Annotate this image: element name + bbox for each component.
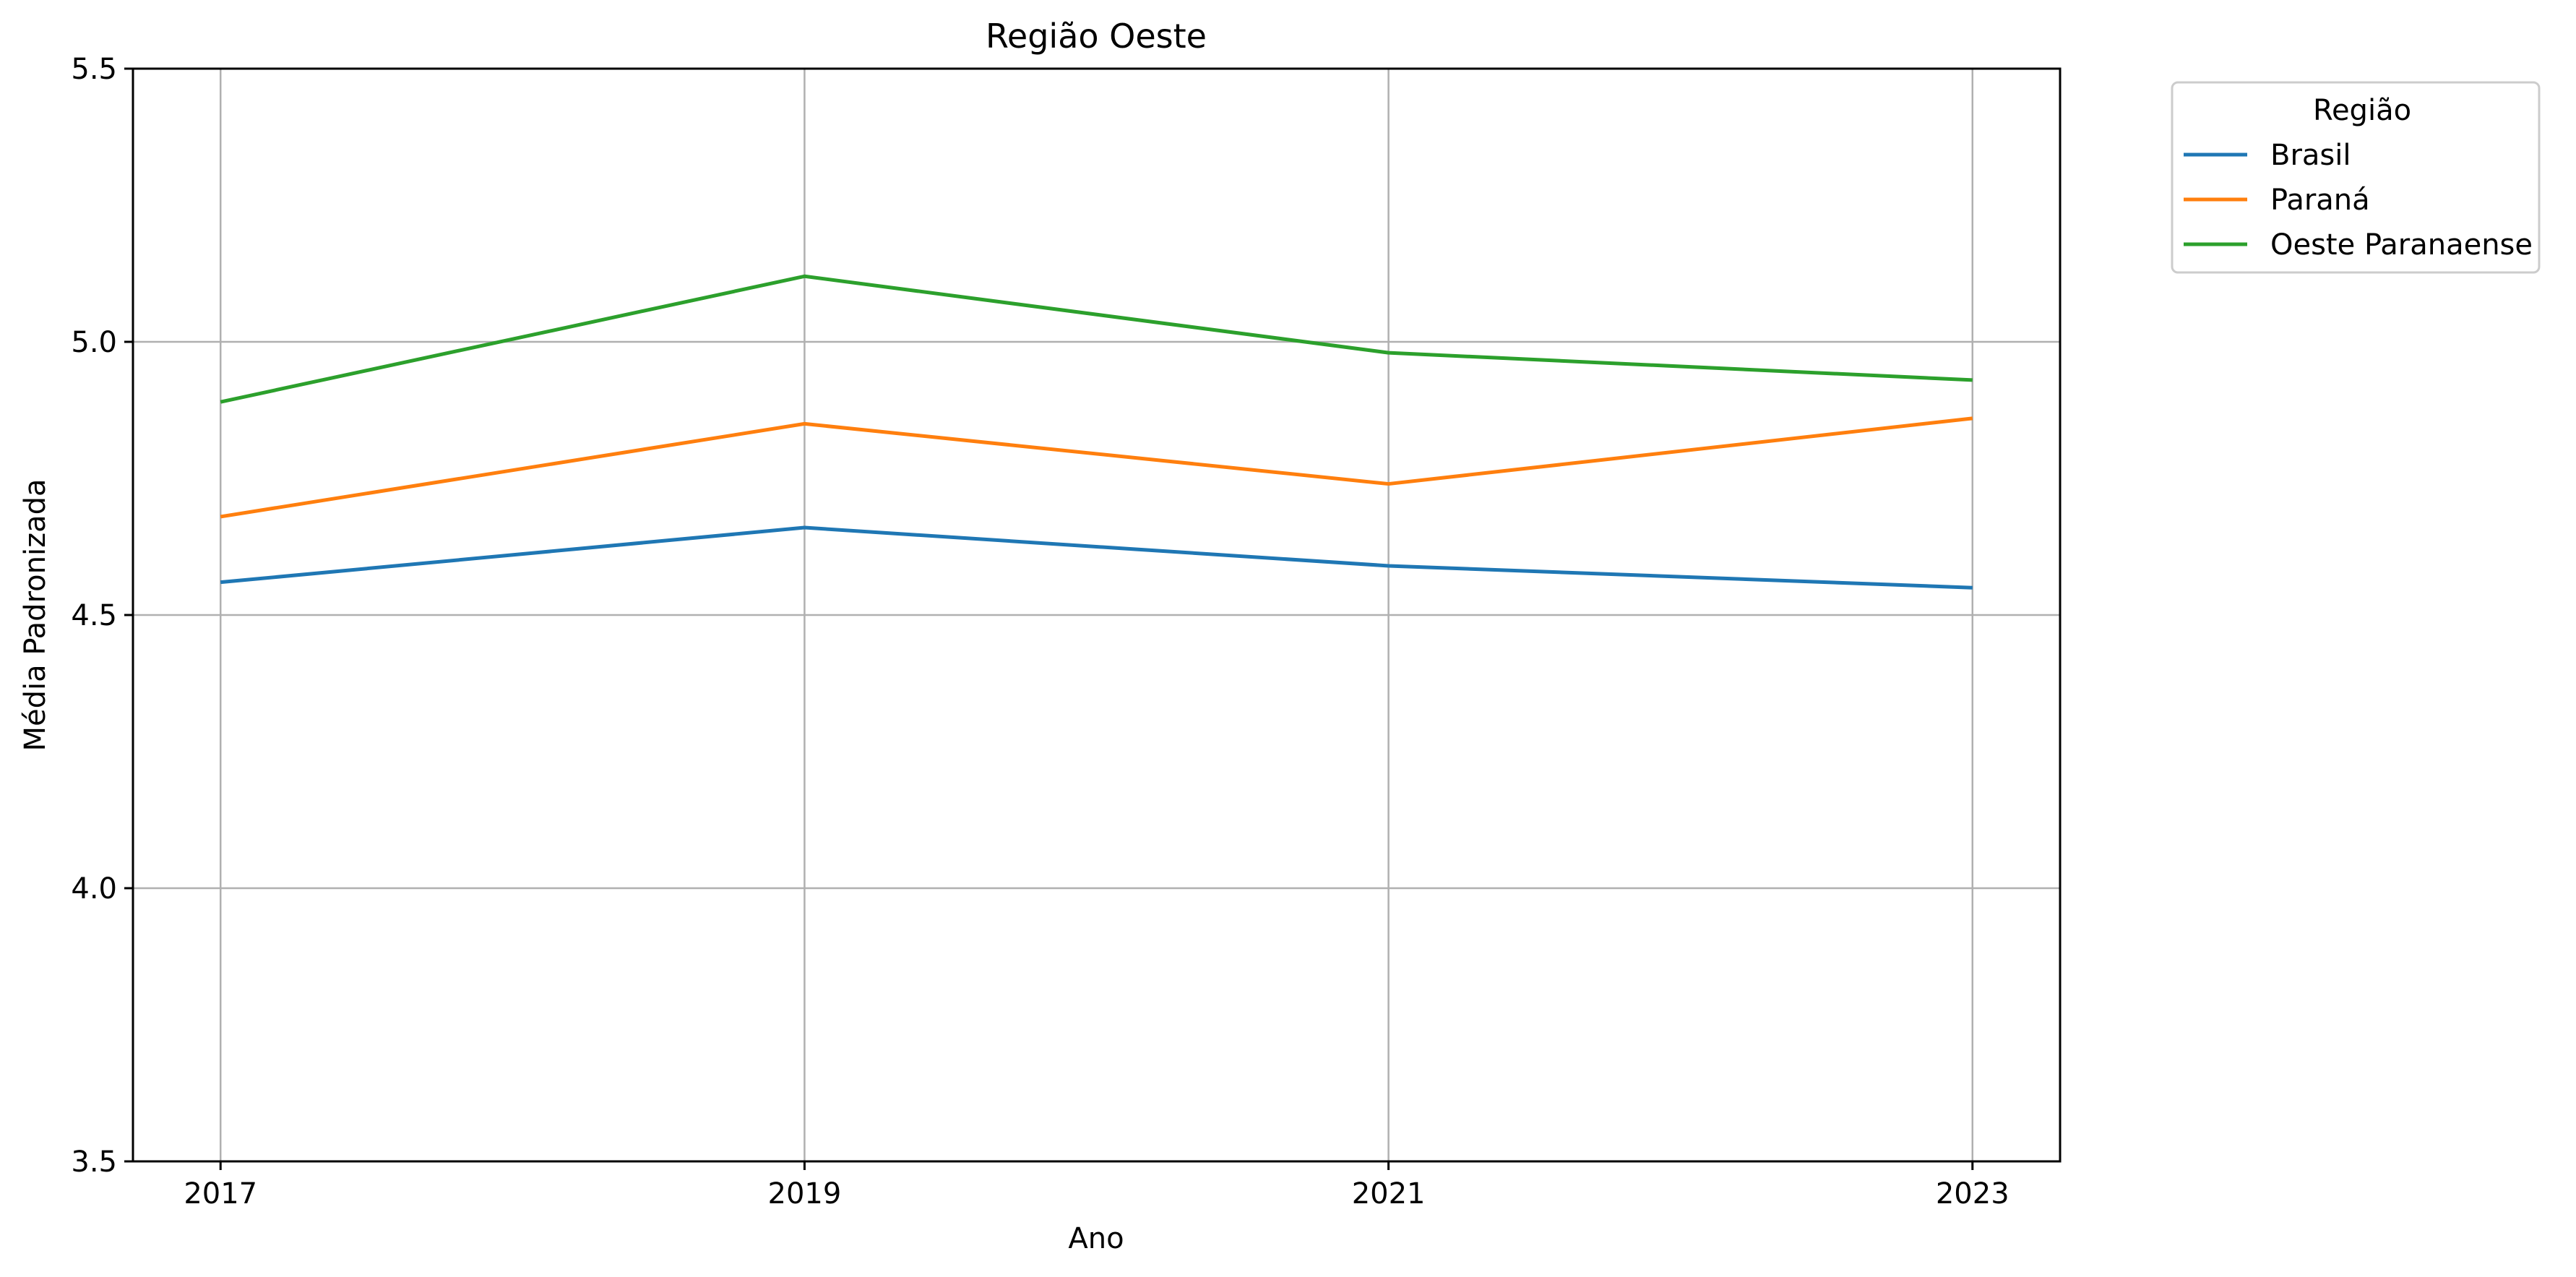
legend: Região Brasil Paraná Oeste Paranaense	[2171, 81, 2541, 274]
grid-lines	[133, 69, 2060, 1161]
x-axis-ticks: 2017 2019 2021 2023	[184, 1161, 2009, 1211]
x-tick-label: 2019	[768, 1177, 842, 1211]
y-tick-label: 3.5	[71, 1145, 117, 1179]
series-line-0	[220, 525, 1973, 590]
y-axis-label: Média Padronizada	[19, 479, 52, 752]
y-axis-ticks: 3.5 4.0 4.5 5.0 5.5	[71, 53, 133, 1179]
y-tick-label: 5.5	[71, 53, 117, 86]
y-tick-label: 4.5	[71, 599, 117, 632]
y-tick-label: 5.0	[71, 326, 117, 359]
series-lines	[220, 274, 1973, 590]
chart-title: Região Oeste	[986, 17, 1207, 56]
legend-label: Brasil	[2270, 139, 2351, 172]
legend-title: Região	[2313, 94, 2411, 127]
legend-items: Brasil Paraná Oeste Paranaense	[2184, 139, 2533, 262]
series-line-1	[220, 416, 1973, 519]
x-tick-label: 2017	[184, 1177, 257, 1211]
x-tick-label: 2021	[1352, 1177, 1426, 1211]
legend-label: Oeste Paranaense	[2270, 228, 2533, 262]
series-line-2	[220, 274, 1973, 404]
legend-label: Paraná	[2270, 184, 2370, 217]
x-axis-label: Ano	[1068, 1222, 1124, 1255]
x-tick-label: 2023	[1936, 1177, 2009, 1211]
y-tick-label: 4.0	[71, 872, 117, 906]
legend-box	[2171, 81, 2541, 274]
